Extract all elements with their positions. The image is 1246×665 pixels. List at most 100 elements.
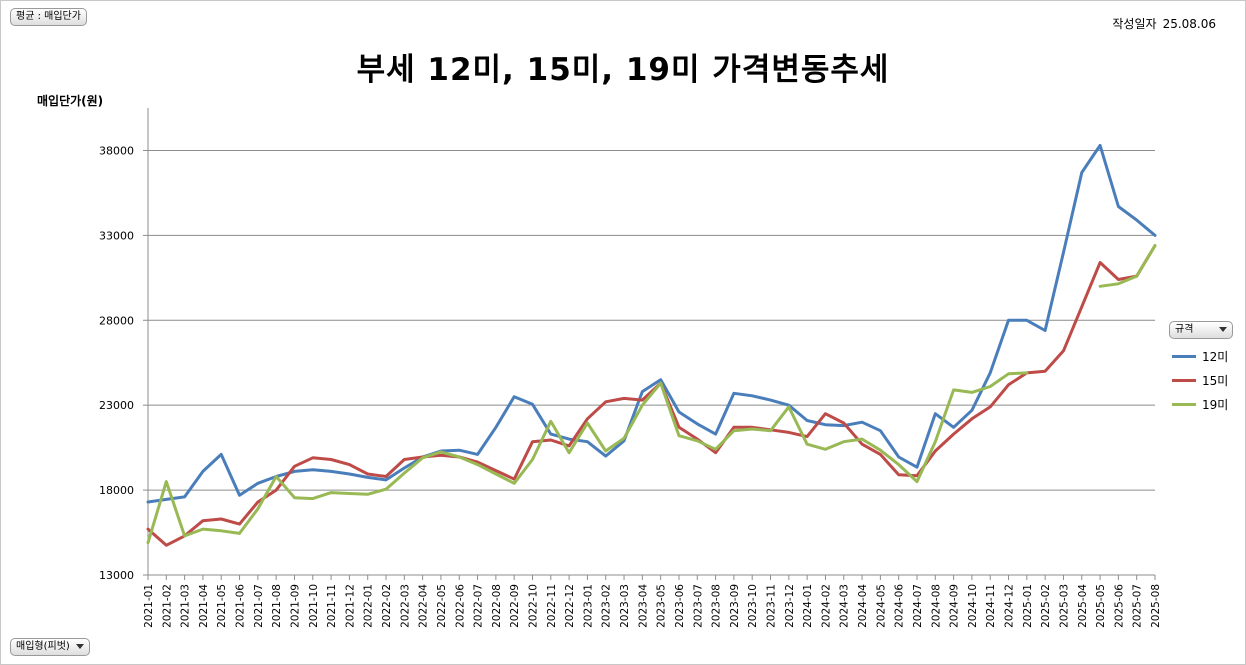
row-filter-button[interactable]: 매입형(피벗)	[10, 638, 90, 656]
data-point	[860, 443, 864, 446]
x-tick-label: 2024-06	[894, 584, 906, 628]
data-point	[531, 458, 534, 461]
data-point	[256, 482, 260, 485]
x-tick-label: 2025-04	[1077, 584, 1089, 628]
x-tick-label: 2025-06	[1113, 584, 1125, 628]
data-point	[458, 455, 461, 459]
x-tick-label: 2025-03	[1058, 584, 1070, 628]
data-point	[860, 437, 864, 441]
data-point	[677, 434, 681, 437]
data-point	[476, 463, 479, 466]
x-tick-label: 2025-08	[1150, 584, 1162, 628]
data-point	[329, 491, 333, 494]
data-point	[165, 544, 168, 547]
data-point	[915, 465, 919, 469]
x-tick-label: 2021-07	[253, 584, 265, 628]
data-point	[1153, 234, 1157, 237]
data-point	[842, 440, 845, 443]
data-point	[677, 426, 681, 429]
data-point	[1043, 329, 1047, 332]
data-point	[494, 472, 498, 476]
data-point	[1098, 285, 1102, 288]
data-point	[183, 534, 186, 538]
data-point	[531, 403, 534, 406]
x-tick-label: 2021-05	[216, 584, 228, 628]
data-point	[604, 449, 607, 453]
legend-swatch	[1172, 354, 1196, 358]
value-filter-button[interactable]: 평균 : 매입단가	[10, 8, 87, 26]
data-point	[567, 437, 571, 441]
data-point	[897, 463, 900, 466]
created-value: 25.08.06	[1162, 17, 1216, 31]
data-point	[274, 488, 278, 492]
data-point	[787, 405, 791, 409]
data-point	[1062, 349, 1065, 353]
data-point	[622, 437, 626, 440]
legend-item: 19미	[1172, 392, 1228, 416]
data-point	[1098, 144, 1102, 147]
data-point	[586, 417, 589, 420]
y-tick-label: 28000	[99, 314, 134, 327]
x-tick-label: 2024-03	[839, 584, 851, 628]
data-point	[769, 429, 772, 432]
data-point	[805, 435, 809, 438]
data-point	[989, 371, 992, 375]
data-point	[732, 426, 736, 429]
data-point	[934, 412, 937, 415]
legend-label: 12미	[1202, 349, 1229, 364]
legend-label: 15미	[1202, 373, 1229, 388]
data-point	[641, 398, 644, 402]
data-point	[403, 471, 406, 475]
data-point	[403, 458, 406, 461]
data-point	[293, 470, 296, 473]
data-point	[824, 412, 827, 415]
data-point	[659, 378, 662, 381]
data-point	[824, 423, 827, 426]
data-point	[989, 405, 992, 409]
data-point	[512, 482, 516, 485]
value-filter-label: 평균 : 매입단가	[16, 11, 81, 22]
data-point	[403, 466, 406, 470]
series-line-2	[146, 244, 1157, 547]
data-point	[952, 388, 955, 392]
chart-title: 부세 12미, 15미, 19미 가격변동추세	[356, 52, 890, 88]
data-point	[183, 495, 186, 499]
data-point	[1117, 205, 1120, 208]
data-point	[165, 498, 168, 501]
data-point	[256, 500, 260, 504]
series-line-1	[146, 143, 1157, 504]
data-point	[696, 422, 699, 426]
chevron-down-icon	[75, 643, 84, 649]
data-point	[641, 390, 644, 393]
created-label: 작성일자	[1112, 17, 1157, 31]
data-point	[421, 456, 424, 460]
data-point	[220, 517, 223, 521]
data-point	[220, 529, 223, 533]
data-point	[1080, 171, 1083, 174]
x-tick-label: 2023-08	[711, 584, 723, 628]
x-tick-label: 2023-07	[692, 584, 704, 628]
data-point	[494, 469, 498, 472]
x-tick-label: 2022-05	[436, 584, 448, 628]
data-point	[787, 431, 791, 434]
data-point	[384, 475, 388, 478]
x-tick-label: 2024-11	[985, 584, 997, 628]
data-point	[604, 400, 607, 403]
data-point	[659, 381, 662, 385]
x-tick-label: 2023-11	[766, 584, 778, 628]
x-tick-label: 2021-06	[235, 584, 247, 628]
data-point	[1062, 251, 1065, 254]
x-tick-label: 2021-04	[198, 584, 210, 628]
data-point	[1117, 278, 1120, 281]
created-date: 작성일자 25.08.06	[1112, 15, 1216, 32]
legend-filter-button[interactable]: 규격	[1169, 321, 1234, 339]
x-tick-label: 2023-04	[637, 584, 649, 628]
data-point	[586, 440, 589, 443]
data-point	[879, 429, 882, 432]
data-point	[842, 421, 845, 425]
data-point	[494, 426, 498, 429]
data-point	[476, 460, 479, 464]
data-point	[677, 410, 681, 414]
data-point	[915, 480, 919, 483]
data-point	[1135, 274, 1138, 278]
